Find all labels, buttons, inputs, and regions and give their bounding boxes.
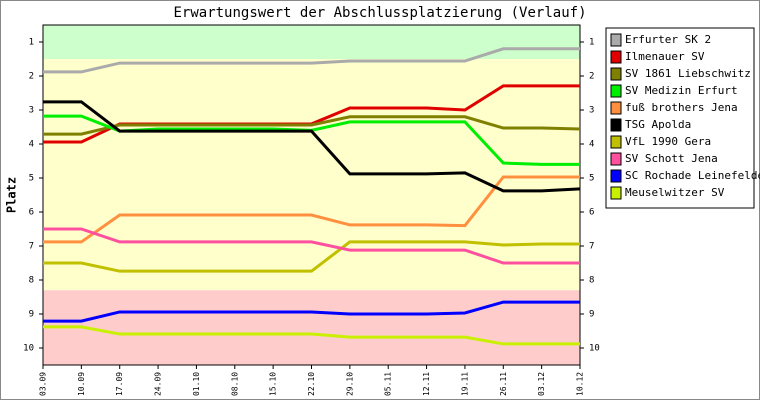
legend-box (605, 27, 755, 209)
chart-title: Erwartungswert der Abschlussplatzierung … (173, 5, 586, 21)
series-line (43, 175, 580, 244)
zone-band (43, 25, 580, 59)
x-tick-label: 24.09 (154, 372, 163, 396)
x-tick-label: 29.10 (345, 372, 354, 396)
x-tick-label: 03.12 (537, 372, 546, 396)
legend-swatch (610, 33, 622, 47)
y-tick-label-right: 5 (589, 174, 594, 184)
y-tick-label: 9 (29, 310, 34, 320)
y-tick-label-right: 3 (589, 106, 594, 116)
series-line (43, 227, 580, 265)
x-tick-label: 10.09 (77, 372, 86, 396)
y-axis-label: Platz (5, 177, 19, 213)
y-tick-label: 4 (29, 140, 34, 150)
legend-swatch (610, 152, 622, 166)
y-tick-label: 8 (29, 276, 34, 286)
legend-label: fuß brothers Jena (625, 101, 738, 114)
legend-label: VfL 1990 Gera (625, 135, 711, 148)
x-tick-label: 03.09 (39, 372, 48, 396)
y-tick-label: 3 (29, 106, 34, 116)
legend-swatch (610, 50, 622, 64)
x-tick-label: 08.10 (230, 372, 239, 396)
y-tick-label-right: 9 (589, 310, 594, 320)
zone-band (43, 290, 580, 365)
legend-swatch (610, 84, 622, 98)
x-tick-label: 12.11 (422, 372, 431, 396)
legend-label: SV Schott Jena (625, 152, 718, 165)
zone-band (43, 59, 580, 291)
x-tick-label: 10.12 (576, 372, 585, 396)
series-line (43, 240, 580, 273)
y-tick-label-right: 7 (589, 242, 594, 252)
y-tick-label: 1 (29, 38, 34, 48)
y-tick-label: 5 (29, 174, 34, 184)
x-tick-label: 26.11 (499, 372, 508, 396)
x-tick-label: 01.10 (192, 372, 201, 396)
x-tick-label: 05.11 (384, 372, 393, 396)
legend-label: SV Medizin Erfurt (625, 84, 738, 97)
y-tick-label: 10 (23, 344, 34, 354)
y-tick-label: 2 (29, 72, 34, 82)
y-tick-label-right: 4 (589, 140, 594, 150)
y-tick-label: 7 (29, 242, 34, 252)
y-tick-label-right: 1 (589, 38, 594, 48)
y-tick-label-right: 2 (589, 72, 594, 82)
series-line (43, 100, 581, 193)
series-line (43, 115, 581, 136)
legend-swatch (610, 101, 622, 115)
x-tick-label: 15.10 (269, 372, 278, 396)
x-tick-label: 19.11 (460, 372, 469, 396)
legend-swatch (610, 67, 622, 81)
y-tick-label-right: 10 (589, 344, 600, 354)
series-line (43, 300, 580, 323)
y-tick-label-right: 6 (589, 208, 594, 218)
series-line (43, 325, 580, 346)
legend-label: SC Rochade Leinefelde (625, 169, 760, 182)
legend-label: Erfurter SK 2 (625, 33, 711, 46)
legend-label: SV 1861 Liebschwitz (625, 67, 751, 80)
legend-label: Ilmenauer SV (625, 50, 705, 63)
legend-label: TSG Apolda (625, 118, 691, 131)
y-tick-label-right: 8 (589, 276, 594, 286)
legend-swatch (610, 186, 622, 200)
series-line (43, 47, 580, 74)
legend-label: Meuselwitzer SV (625, 186, 725, 199)
x-tick-label: 22.10 (307, 372, 316, 396)
legend-swatch (610, 169, 622, 183)
x-tick-label: 17.09 (115, 372, 124, 396)
legend-swatch (610, 135, 622, 149)
legend-swatch (610, 118, 622, 132)
y-tick-label: 6 (29, 208, 34, 218)
